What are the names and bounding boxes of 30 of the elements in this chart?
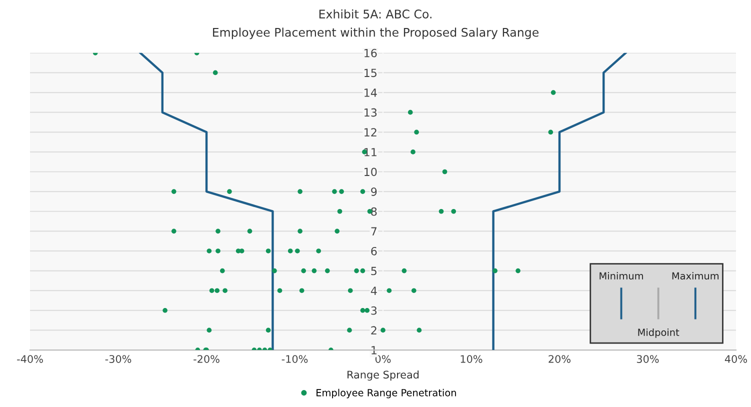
annotation: Midpoint [638, 328, 680, 338]
x-tick-label: -40% [17, 355, 43, 363]
x-axis-title: Range Spread [348, 370, 419, 381]
annotation: Minimum [600, 272, 643, 280]
y-tick-label: 4 [370, 286, 377, 295]
y-tick-label: 13 [364, 108, 377, 117]
y-tick-label: 8 [371, 207, 377, 216]
y-tick-label: 12 [364, 128, 376, 136]
x-tick-label: 30% [636, 355, 659, 363]
y-tick-label: 16 [364, 48, 377, 58]
x-tick-label: -20% [194, 355, 220, 363]
y-tick-label: 15 [364, 68, 376, 78]
chart-title: Exhibit 5A: ABC Co. [319, 9, 432, 18]
y-tick-label: 9 [371, 188, 377, 196]
x-tick-label: -10% [282, 355, 308, 363]
y-tick-label: 7 [371, 227, 377, 236]
y-tick-label: 10 [364, 168, 377, 176]
y-tick-label: 5 [371, 266, 376, 276]
y-tick-label: 2 [371, 326, 376, 334]
x-tick-label: 40% [724, 355, 747, 363]
legend-label: Employee Range Penetration [316, 388, 456, 398]
line-series [139, 52, 274, 350]
y-tick-label: 6 [371, 246, 377, 256]
x-tick-label: -30% [105, 355, 132, 363]
x-tick-label: 20% [548, 355, 570, 363]
annotation: Maximum [672, 272, 719, 280]
x-tick-label: 10% [460, 355, 482, 363]
y-tick-label: 14 [364, 88, 377, 97]
chart-subtitle: Employee Placement within the Proposed Salary Range [213, 28, 539, 40]
y-tick-label: 3 [371, 306, 377, 315]
